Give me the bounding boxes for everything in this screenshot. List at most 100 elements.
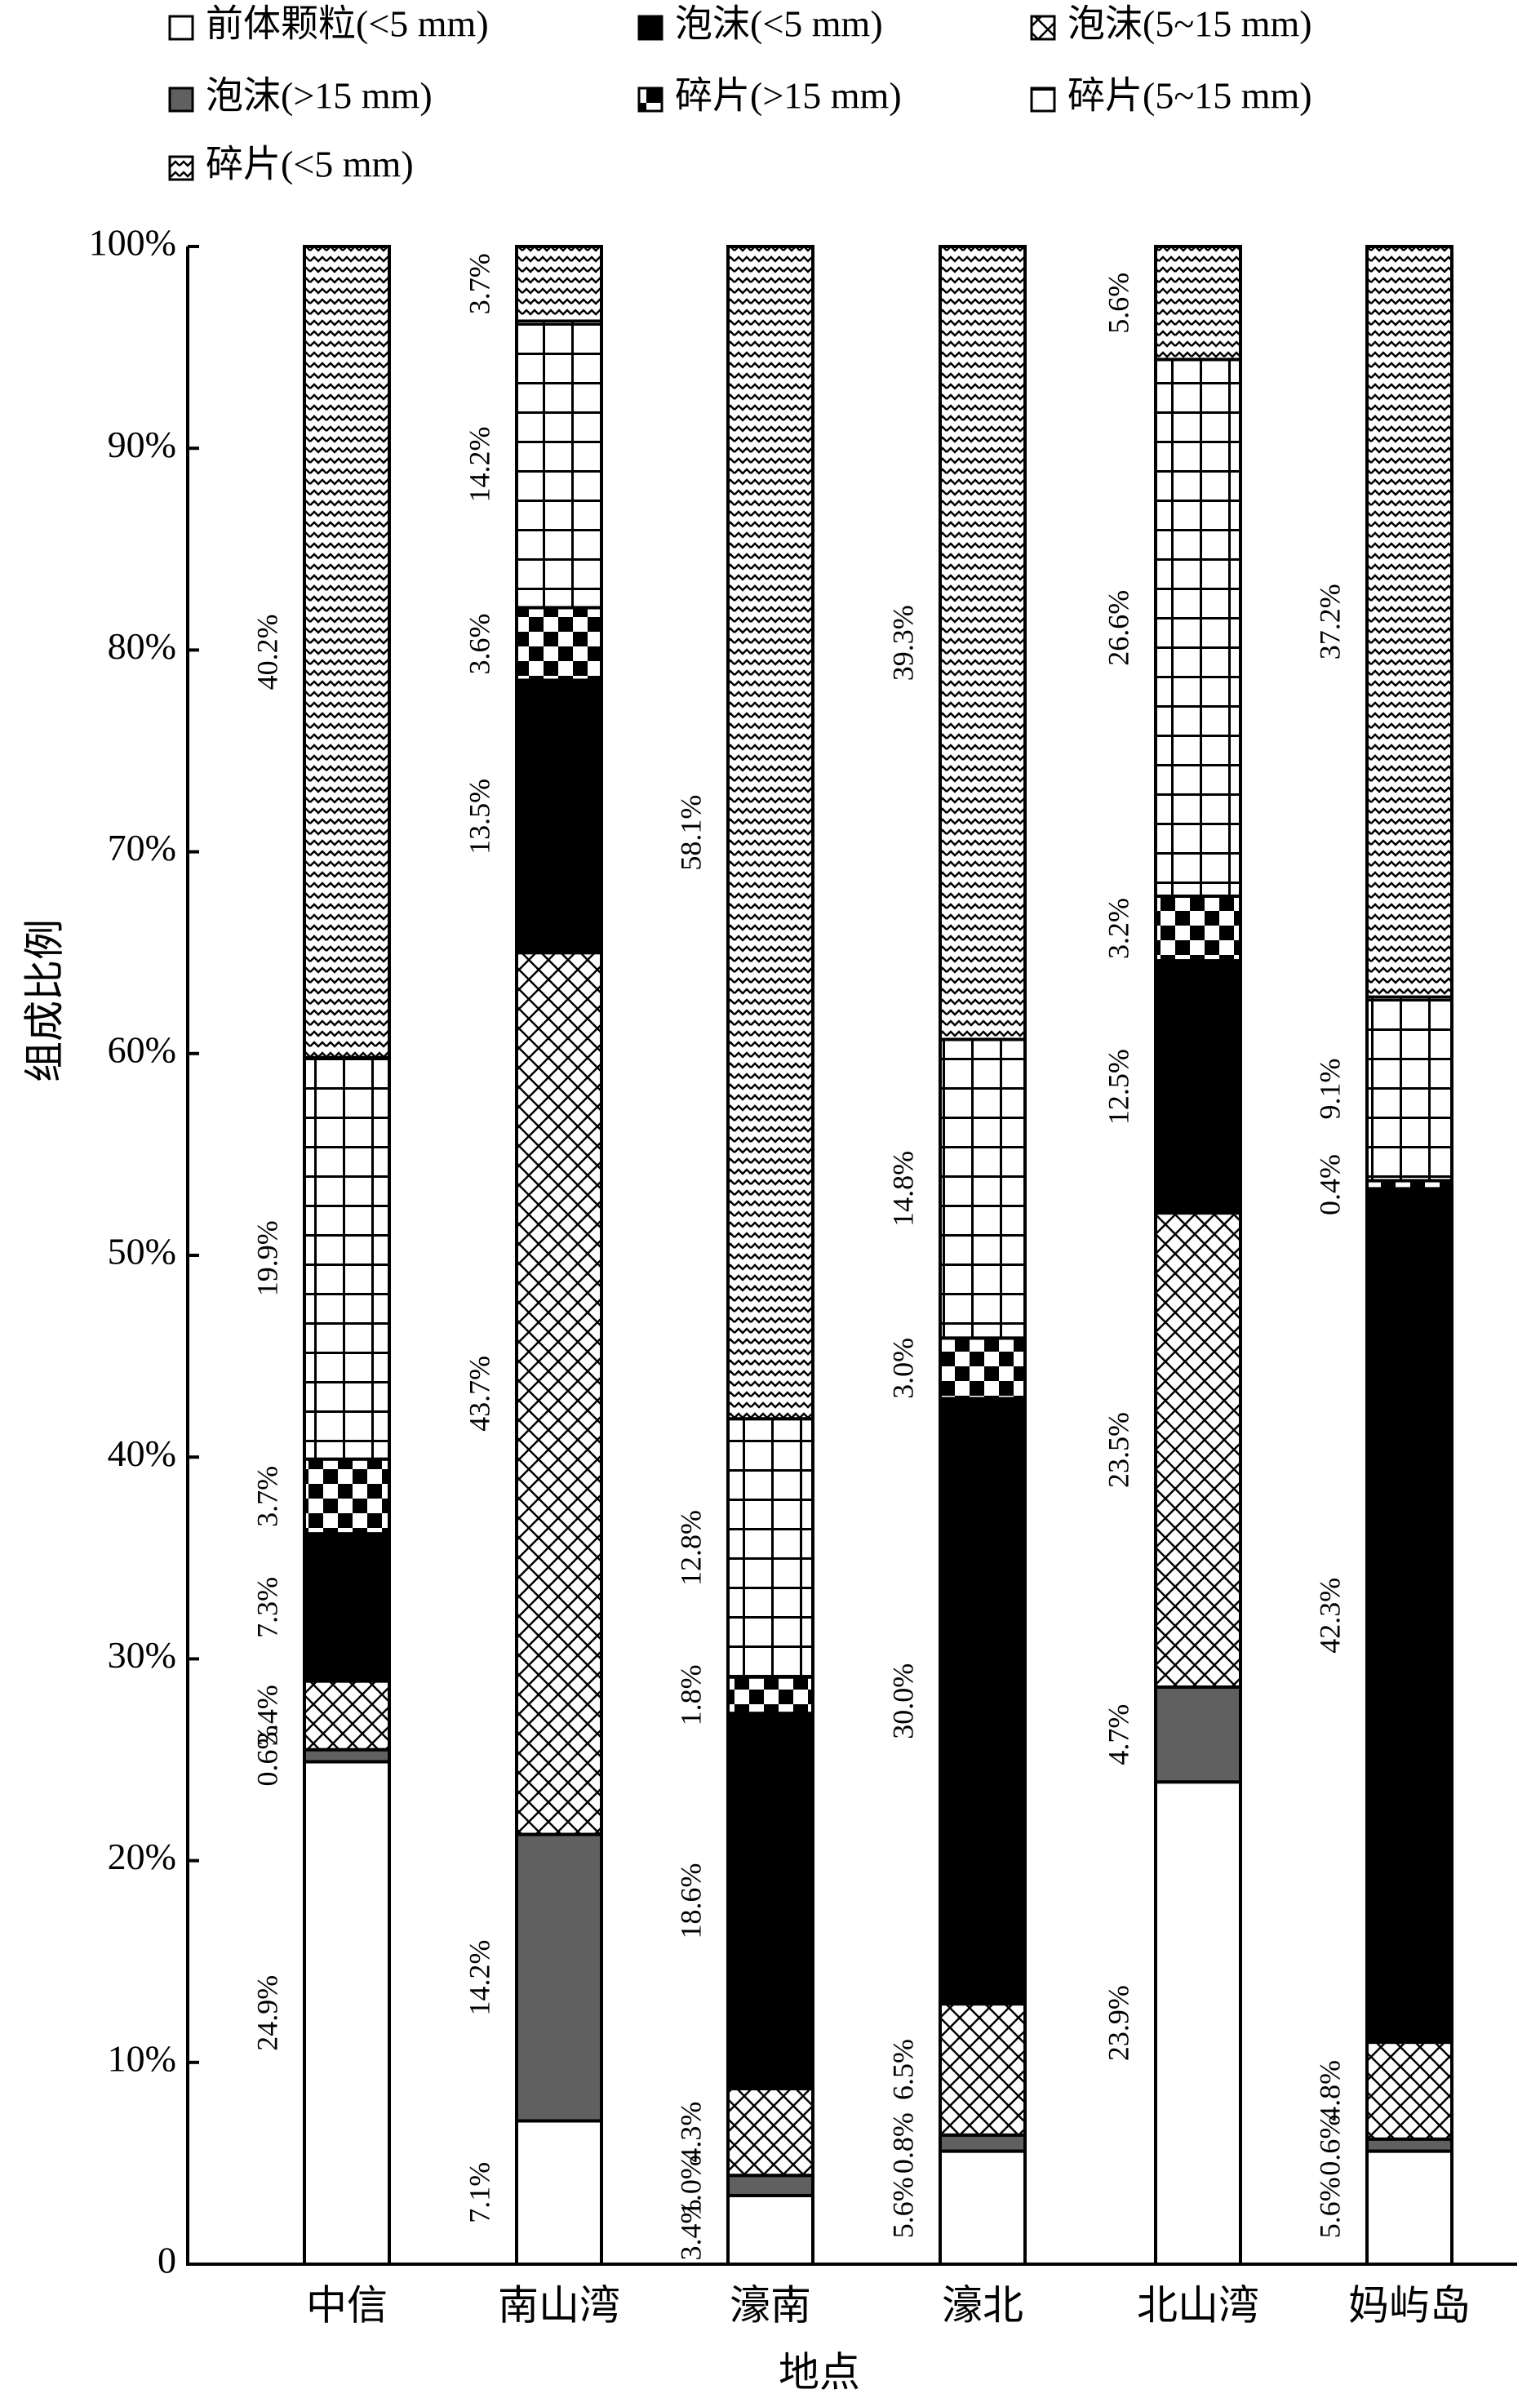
- legend-label: 前体颗粒(<5 mm): [206, 3, 489, 45]
- value-label: 0.4%: [1313, 1154, 1346, 1215]
- value-label: 23.5%: [1102, 1412, 1134, 1488]
- value-label: 40.2%: [251, 614, 283, 690]
- value-label: 42.3%: [1313, 1578, 1346, 1654]
- x-tick-label: 濠南: [730, 2282, 811, 2328]
- value-label: 6.5%: [886, 2039, 919, 2100]
- value-label: 9.1%: [1313, 1059, 1346, 1120]
- bar-segment: [515, 678, 603, 955]
- bar-segment: [1365, 1187, 1453, 2045]
- x-axis-label: 地点: [779, 2349, 860, 2395]
- bar-segment: [515, 319, 603, 610]
- y-tick-label: 50%: [108, 1231, 176, 1272]
- bar-segment: [303, 245, 391, 1059]
- value-label: 24.9%: [251, 1975, 283, 2051]
- value-label: 12.5%: [1102, 1049, 1134, 1125]
- bar-segment: [515, 245, 603, 323]
- legend-label: 碎片(<5 mm): [206, 144, 414, 185]
- y-tick-label: 0: [158, 2240, 176, 2281]
- bar-segment: [1154, 1685, 1242, 1784]
- y-tick-label: 30%: [108, 1634, 176, 1676]
- legend-item: 泡沫(>15 mm): [168, 75, 433, 117]
- y-tick-label: 10%: [108, 2037, 176, 2079]
- value-label: 5.6%: [1102, 273, 1134, 334]
- legend-label: 碎片(>15 mm): [675, 75, 902, 117]
- y-tick-label: 40%: [108, 1432, 176, 1474]
- value-label: 5.6%: [1313, 2177, 1346, 2238]
- bar-segment: [303, 1679, 391, 1752]
- bar-segment: [1154, 245, 1242, 362]
- y-tick-label: 60%: [108, 1028, 176, 1070]
- value-label: 4.8%: [1313, 2060, 1346, 2121]
- value-label: 58.1%: [674, 795, 707, 871]
- value-label: 23.9%: [1102, 1985, 1134, 2061]
- bar-segment: [1154, 1211, 1242, 1690]
- bar-segment: [303, 1457, 391, 1536]
- x-tick-label: 妈屿岛: [1348, 2282, 1471, 2328]
- legend-item: 泡沫(<5 mm): [637, 3, 883, 45]
- bar-segment: [939, 1336, 1027, 1401]
- legend-swatch: [168, 15, 194, 41]
- bar-segment: [1365, 2137, 1453, 2153]
- value-label: 1.8%: [674, 1664, 707, 1725]
- bar-segment: [515, 606, 603, 682]
- bar-segment: [1365, 2149, 1453, 2267]
- legend-swatch: [168, 155, 194, 181]
- value-label: 13.5%: [463, 779, 495, 855]
- legend-item: 前体颗粒(<5 mm): [168, 3, 489, 45]
- bar-segment: [726, 1712, 814, 2090]
- value-label: 4.7%: [1102, 1704, 1134, 1765]
- value-label: 3.2%: [1102, 898, 1134, 959]
- legend-swatch: [637, 15, 663, 41]
- value-label: 37.2%: [1313, 584, 1346, 659]
- value-label: 3.7%: [251, 1466, 283, 1527]
- bar-segment: [726, 2086, 814, 2178]
- value-label: 43.7%: [463, 1356, 495, 1432]
- value-label: 26.6%: [1102, 590, 1134, 666]
- bar-segment: [303, 1748, 391, 1764]
- value-label: 0.6%: [251, 1725, 283, 1787]
- value-label: 1.0%: [674, 2155, 707, 2216]
- bar-segment: [1365, 245, 1453, 999]
- bar-segment: [1154, 959, 1242, 1215]
- value-label: 7.1%: [463, 2162, 495, 2223]
- legend-label: 泡沫(5~15 mm): [1067, 3, 1312, 45]
- value-label: 0.6%: [1313, 2115, 1346, 2176]
- value-label: 30.0%: [886, 1663, 919, 1739]
- value-label: 4.3%: [674, 2102, 707, 2163]
- y-tick-label: 90%: [108, 424, 176, 465]
- y-tick-label: 100%: [89, 222, 176, 264]
- bar-segment: [1154, 1780, 1242, 2266]
- x-tick-label: 南山湾: [498, 2282, 620, 2328]
- bar-segment: [1154, 894, 1242, 963]
- value-label: 14.2%: [463, 1939, 495, 2015]
- bar-segment: [303, 1532, 391, 1683]
- value-label: 3.4%: [674, 2199, 707, 2260]
- bar-segment: [303, 1055, 391, 1461]
- bar-segment: [726, 1417, 814, 1679]
- bar-segment: [303, 1760, 391, 2266]
- value-label: 18.6%: [674, 1863, 707, 1939]
- legend-swatch: [1030, 15, 1056, 41]
- value-label: 3.0%: [886, 1338, 919, 1399]
- value-label: 12.8%: [674, 1510, 707, 1586]
- bar-segment: [515, 1832, 603, 2123]
- bar-segment: [726, 2193, 814, 2266]
- legend-item: 碎片(<5 mm): [168, 144, 414, 185]
- legend-label: 泡沫(>15 mm): [206, 75, 433, 117]
- bar-segment: [515, 951, 603, 1836]
- bar-segment: [1154, 357, 1242, 898]
- y-tick-label: 20%: [108, 1836, 176, 1877]
- bar-segment: [1365, 2041, 1453, 2141]
- x-tick-label: 北山湾: [1137, 2282, 1259, 2328]
- value-label: 3.4%: [251, 1685, 283, 1746]
- bar-segment: [515, 2119, 603, 2267]
- x-tick-label: 中信: [306, 2282, 388, 2328]
- legend-swatch: [1030, 87, 1056, 113]
- legend-item: 碎片(5~15 mm): [1030, 75, 1312, 117]
- bar-segment: [939, 1037, 1027, 1340]
- legend-label: 泡沫(<5 mm): [675, 3, 883, 45]
- value-label: 39.3%: [886, 605, 919, 681]
- bar-segment: [939, 2133, 1027, 2153]
- legend-label: 碎片(5~15 mm): [1067, 75, 1312, 117]
